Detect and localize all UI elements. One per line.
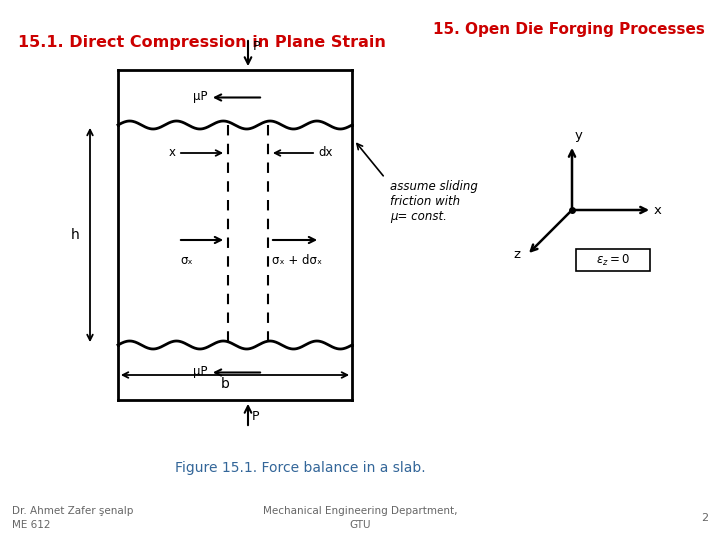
Text: dx: dx — [318, 146, 333, 159]
Text: $\varepsilon_z = 0$: $\varepsilon_z = 0$ — [596, 252, 630, 267]
Text: assume sliding
friction with
μ= const.: assume sliding friction with μ= const. — [390, 180, 478, 223]
Text: Dr. Ahmet Zafer şenalp
ME 612: Dr. Ahmet Zafer şenalp ME 612 — [12, 507, 133, 530]
Text: 15.1. Direct Compression in Plane Strain: 15.1. Direct Compression in Plane Strain — [18, 35, 386, 50]
Text: μP: μP — [194, 365, 208, 378]
Text: 2: 2 — [701, 513, 708, 523]
Text: y: y — [575, 129, 583, 142]
Text: x: x — [654, 204, 662, 217]
Text: P: P — [252, 410, 259, 423]
Text: z: z — [513, 248, 520, 261]
Text: b: b — [220, 377, 230, 391]
Text: σₓ + dσₓ: σₓ + dσₓ — [272, 254, 322, 267]
FancyBboxPatch shape — [576, 249, 650, 271]
Text: μP: μP — [194, 90, 208, 103]
Text: x: x — [169, 146, 176, 159]
Text: σₓ: σₓ — [180, 254, 193, 267]
Text: 15. Open Die Forging Processes: 15. Open Die Forging Processes — [433, 22, 705, 37]
Text: P: P — [253, 40, 261, 53]
Text: h: h — [71, 228, 80, 242]
Text: Figure 15.1. Force balance in a slab.: Figure 15.1. Force balance in a slab. — [175, 461, 426, 475]
Text: Mechanical Engineering Department,
GTU: Mechanical Engineering Department, GTU — [263, 507, 457, 530]
